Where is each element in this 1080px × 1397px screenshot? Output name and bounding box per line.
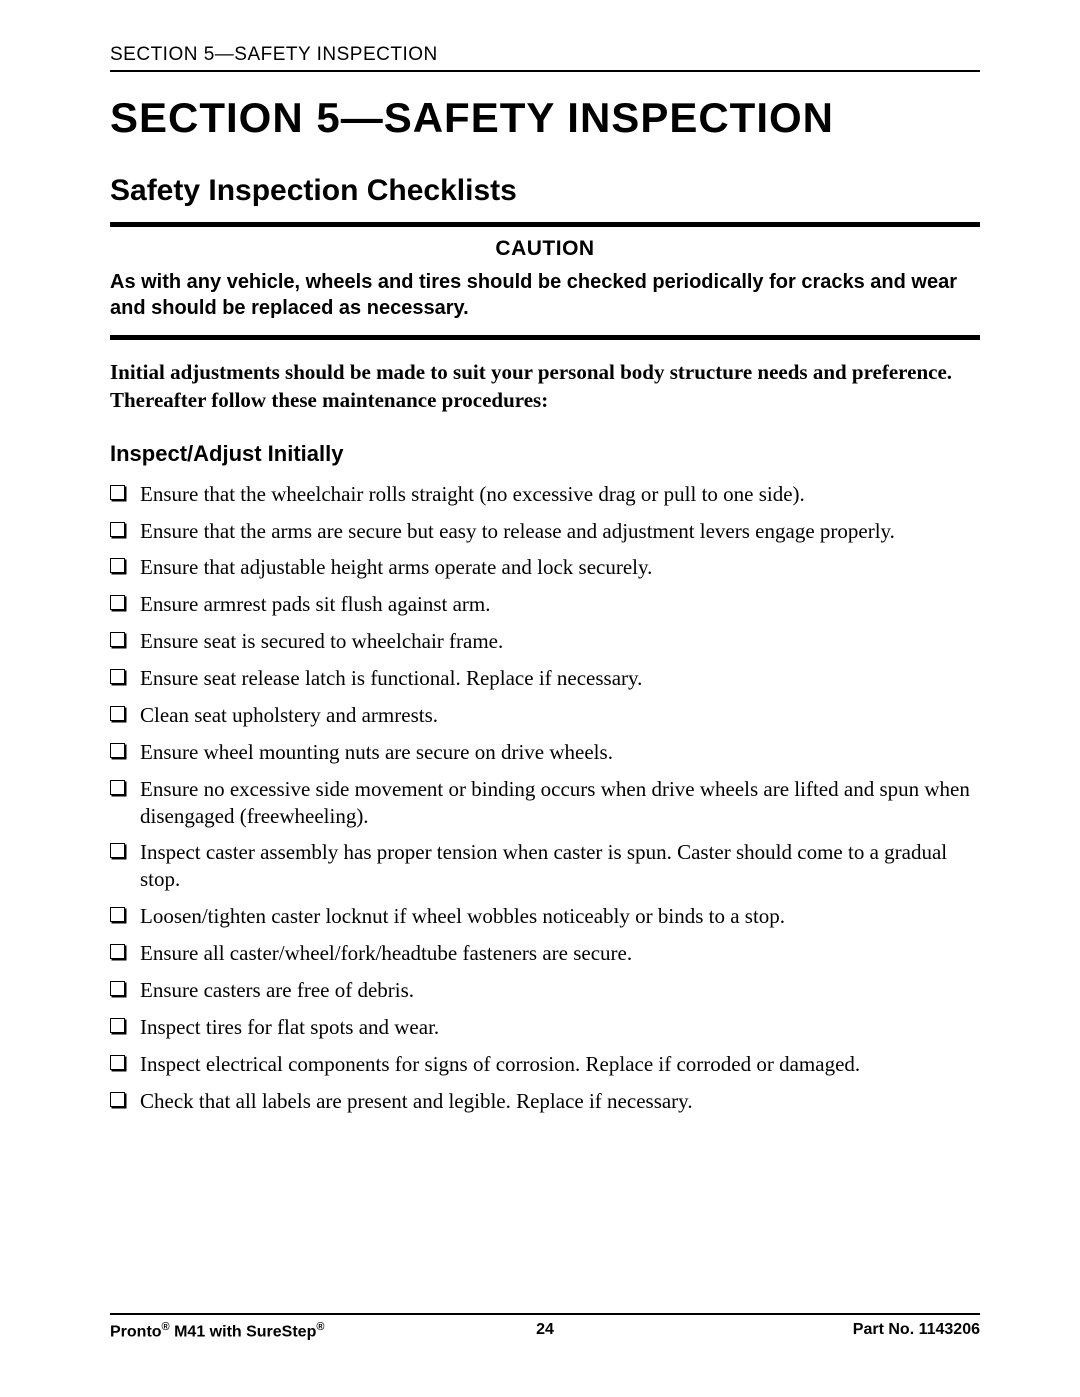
checklist-item-text: Ensure casters are free of debris. — [140, 978, 414, 1002]
checklist-item: Ensure casters are free of debris. — [110, 977, 980, 1004]
checklist-item: Inspect tires for flat spots and wear. — [110, 1014, 980, 1041]
checkbox-icon — [110, 743, 125, 758]
checklist-item: Ensure seat release latch is functional.… — [110, 665, 980, 692]
checklist-item: Ensure no excessive side movement or bin… — [110, 776, 980, 830]
checkbox-icon — [110, 595, 125, 610]
checkbox-icon — [110, 981, 125, 996]
footer-page-number: 24 — [110, 1321, 980, 1339]
checklist-item-text: Ensure all caster/wheel/fork/headtube fa… — [140, 941, 632, 965]
intro-text: Initial adjustments should be made to su… — [110, 358, 980, 415]
checkbox-icon — [110, 669, 125, 684]
rule-top — [110, 70, 980, 72]
checklist-heading: Inspect/Adjust Initially — [110, 441, 980, 467]
checkbox-icon — [110, 1018, 125, 1033]
checkbox-icon — [110, 780, 125, 795]
checkbox-icon — [110, 907, 125, 922]
checklist-item-text: Ensure seat is secured to wheelchair fra… — [140, 629, 503, 653]
checklist-item: Ensure that adjustable height arms opera… — [110, 554, 980, 581]
checklist-item: Inspect electrical components for signs … — [110, 1051, 980, 1078]
checklist-item-text: Ensure wheel mounting nuts are secure on… — [140, 740, 613, 764]
subsection-title: Safety Inspection Checklists — [110, 174, 980, 208]
checklist-item: Ensure seat is secured to wheelchair fra… — [110, 628, 980, 655]
footer: 24 Pronto® M41 with SureStep® Part No. 1… — [110, 1313, 980, 1341]
checklist-item: Ensure that the arms are secure but easy… — [110, 518, 980, 545]
checklist-item: Loosen/tighten caster locknut if wheel w… — [110, 903, 980, 930]
section-title: SECTION 5—SAFETY INSPECTION — [110, 94, 980, 142]
checkbox-icon — [110, 632, 125, 647]
checklist-item-text: Ensure that the wheelchair rolls straigh… — [140, 482, 805, 506]
footer-rule — [110, 1313, 980, 1315]
checklist-item-text: Ensure seat release latch is functional.… — [140, 666, 642, 690]
checklist-item: Ensure all caster/wheel/fork/headtube fa… — [110, 940, 980, 967]
checkbox-icon — [110, 843, 125, 858]
checkbox-icon — [110, 1092, 125, 1107]
checkbox-icon — [110, 558, 125, 573]
checklist-item-text: Loosen/tighten caster locknut if wheel w… — [140, 904, 785, 928]
checklist-item-text: Inspect caster assembly has proper tensi… — [140, 840, 947, 891]
caution-label: CAUTION — [110, 237, 980, 261]
checklist-item: Ensure wheel mounting nuts are secure on… — [110, 739, 980, 766]
checklist: Ensure that the wheelchair rolls straigh… — [110, 481, 980, 1115]
checklist-item-text: Ensure no excessive side movement or bin… — [140, 777, 970, 828]
checklist-item-text: Inspect electrical components for signs … — [140, 1052, 860, 1076]
checklist-item-text: Check that all labels are present and le… — [140, 1089, 693, 1113]
checklist-item: Ensure that the wheelchair rolls straigh… — [110, 481, 980, 508]
checkbox-icon — [110, 522, 125, 537]
checklist-item: Ensure armrest pads sit flush against ar… — [110, 591, 980, 618]
caution-block: CAUTION As with any vehicle, wheels and … — [110, 227, 980, 335]
checklist-item-text: Clean seat upholstery and armrests. — [140, 703, 438, 727]
caution-text: As with any vehicle, wheels and tires sh… — [110, 269, 980, 321]
caution-rule-bottom — [110, 335, 980, 340]
checkbox-icon — [110, 485, 125, 500]
checkbox-icon — [110, 706, 125, 721]
checklist-item-text: Ensure that the arms are secure but easy… — [140, 519, 895, 543]
running-head: SECTION 5—SAFETY INSPECTION — [110, 44, 980, 66]
checkbox-icon — [110, 944, 125, 959]
checkbox-icon — [110, 1055, 125, 1070]
checklist-item: Inspect caster assembly has proper tensi… — [110, 839, 980, 893]
checklist-item-text: Ensure armrest pads sit flush against ar… — [140, 592, 491, 616]
page: SECTION 5—SAFETY INSPECTION SECTION 5—SA… — [0, 0, 1080, 1397]
checklist-item-text: Inspect tires for flat spots and wear. — [140, 1015, 439, 1039]
checklist-item: Clean seat upholstery and armrests. — [110, 702, 980, 729]
checklist-item-text: Ensure that adjustable height arms opera… — [140, 555, 652, 579]
checklist-item: Check that all labels are present and le… — [110, 1088, 980, 1115]
